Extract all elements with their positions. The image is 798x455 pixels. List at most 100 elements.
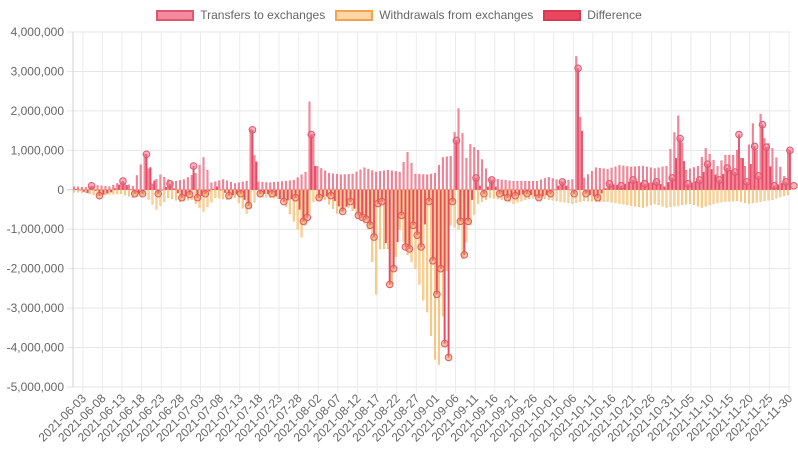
difference-point [452,136,461,145]
bar-transfers [469,144,472,190]
y-tick-label: 3,000,000 [11,64,65,78]
legend-item-transfers[interactable]: Transfers to exchanges [156,6,325,24]
bar-difference [639,182,642,190]
bar-withdrawals [696,189,699,207]
bar-transfers [528,180,531,190]
difference-point [409,221,418,230]
bar-difference [251,129,254,190]
bar-withdrawals [128,189,130,197]
bar-transfers [324,170,327,190]
bar-difference [392,189,395,269]
bar-transfers [583,177,586,190]
bar-transfers [351,173,354,190]
bar-difference [647,183,650,190]
y-tick-label: 4,000,000 [11,25,65,39]
difference-point [676,134,684,143]
bar-withdrawals [308,189,311,214]
bar-difference [125,185,128,190]
bar-difference [788,150,791,190]
bar-difference [635,181,638,190]
bar-difference [212,188,215,190]
difference-point [366,221,374,230]
bar-transfers [328,173,331,190]
bar-transfers [418,174,421,190]
bar-difference [94,189,97,191]
bar-withdrawals [73,189,76,193]
bar-transfers [700,157,703,190]
bar-difference [314,165,317,190]
bar-transfers [539,179,542,190]
difference-point [413,231,422,239]
legend-item-withdrawals[interactable]: Withdrawals from exchanges [335,6,533,24]
bar-difference [400,189,403,216]
difference-point [444,353,453,362]
legend-label-transfers: Transfers to exchanges [200,8,326,22]
bar-transfers [116,183,119,190]
bar-transfers [516,180,519,190]
bar-transfers [159,174,162,190]
bar-transfers [332,173,334,190]
bar-withdrawals [441,189,444,317]
difference-point [448,197,457,206]
bar-transfers [230,181,232,190]
bar-difference [153,180,156,190]
bar-transfers [104,186,107,190]
bar-difference [149,167,152,190]
bar-difference [424,189,427,225]
bar-transfers [681,142,684,190]
bar-transfers [108,186,111,190]
bar-transfers [402,162,405,190]
difference-point [291,193,300,202]
bar-difference [384,189,387,244]
bar-difference [714,174,717,190]
bar-transfers [147,168,150,190]
bar-difference [78,189,81,191]
bar-withdrawals [88,189,91,195]
bar-transfers [638,166,641,190]
difference-point [436,264,445,273]
bar-transfers [269,182,272,190]
bar-transfers [210,182,213,190]
bar-withdrawals [622,189,625,205]
legend-swatch-difference [543,9,582,21]
bar-withdrawals [543,189,546,200]
bar-transfers [155,179,158,190]
bar-difference [306,189,309,218]
bar-difference [165,186,168,190]
bar-difference [345,189,348,207]
bar-withdrawals [277,189,280,199]
bar-transfers [135,175,138,190]
bar-withdrawals [665,189,668,208]
bar-transfers [253,155,256,190]
bar-transfers [233,183,236,190]
bar-transfers [84,187,87,190]
bar-withdrawals [716,189,719,204]
bar-difference [278,189,281,200]
bar-withdrawals [363,189,366,224]
bar-withdrawals [414,189,417,269]
bar-withdrawals [661,189,664,207]
bar-transfers [571,179,574,190]
bar-withdrawals [406,189,409,256]
bar-transfers [73,186,76,190]
bar-withdrawals [728,189,731,202]
difference-point [95,191,104,200]
bar-withdrawals [332,189,334,209]
bar-withdrawals [202,189,205,212]
bar-withdrawals [787,189,790,195]
y-tick-label: -2,000,000 [7,262,65,276]
difference-point [762,143,771,151]
bar-withdrawals [771,189,774,200]
difference-point [652,178,661,186]
bar-transfers [139,164,142,190]
difference-point [389,264,398,273]
bar-difference [765,147,768,190]
bar-withdrawals [657,189,660,206]
bar-withdrawals [355,189,358,215]
legend-item-difference[interactable]: Difference [543,6,642,24]
bar-withdrawals [653,189,656,204]
difference-point [480,189,488,198]
difference-point [640,180,649,188]
bar-difference [231,189,234,196]
